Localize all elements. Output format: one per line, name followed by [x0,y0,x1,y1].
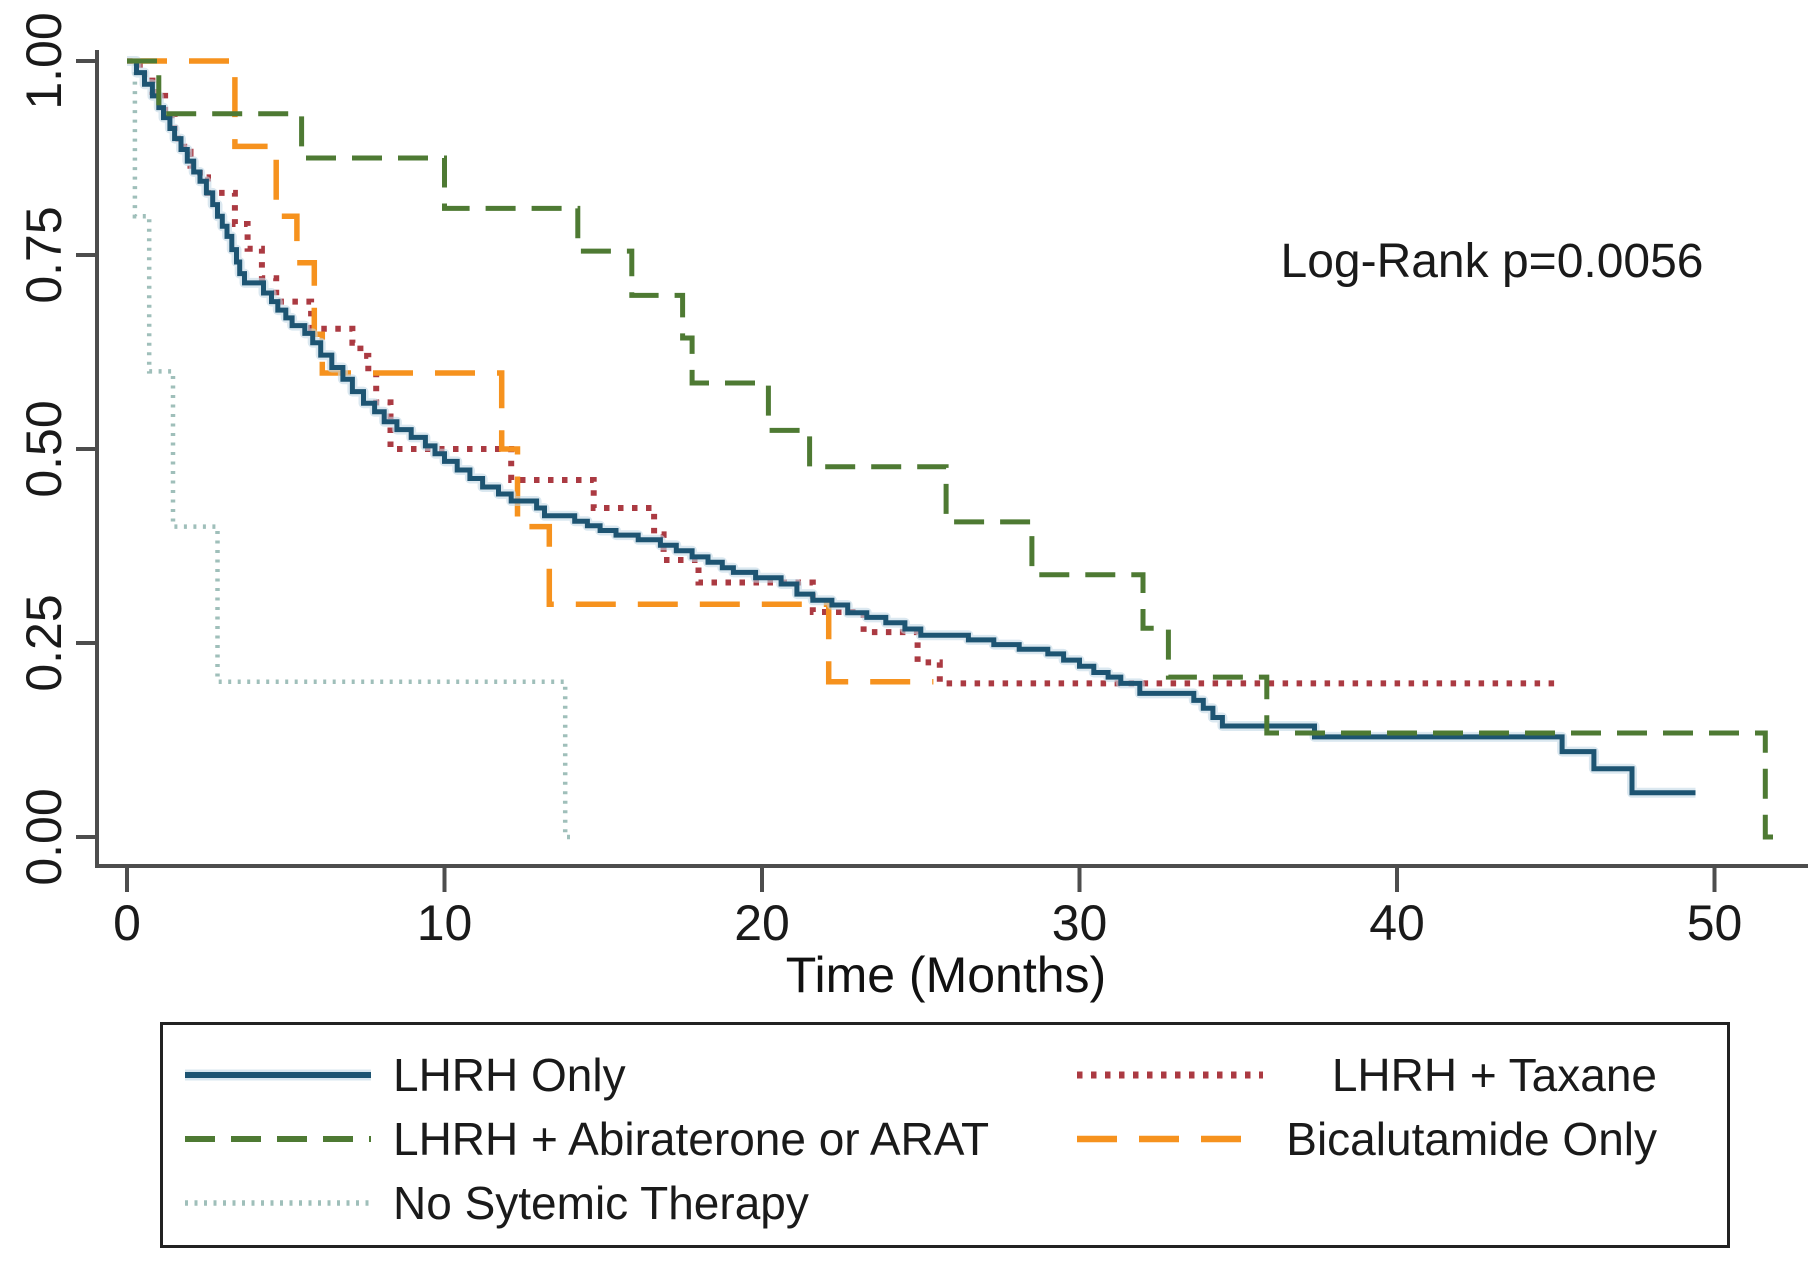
x-tick-label: 0 [113,895,141,951]
legend-item-lhrh-abiraterone-arat: LHRH + Abiraterone or ARAT [185,1107,989,1171]
axes: 0.00 0.25 0.50 0.75 1.00 0 10 20 30 40 50 [16,12,1808,951]
legend-item-lhrh-only: LHRH Only [185,1043,626,1107]
legend-row-3: No Sytemic Therapy [163,1171,1727,1235]
x-tick-label: 20 [734,895,790,951]
x-tick-label: 50 [1687,895,1743,951]
x-tick-label: 10 [417,895,473,951]
legend-label-lhrh-only: LHRH Only [393,1049,626,1101]
series-no-sytemic-therapy [127,58,574,840]
series-lhrh-abiraterone-or-arat [127,58,1775,840]
legend-row-1: LHRH Only LHRH + Taxane [163,1043,1727,1107]
legend-label-no-systemic-therapy: No Sytemic Therapy [393,1177,809,1229]
legend-label-lhrh-taxane: LHRH + Taxane [1331,1049,1657,1101]
legend-item-lhrh-taxane: LHRH + Taxane [1077,1043,1657,1107]
log-rank-pvalue-annotation: Log-Rank p=0.0056 [1280,235,1704,288]
legend-box: LHRH Only LHRH + Taxane LHRH + Abiratero… [160,1022,1730,1248]
x-tick-label: 40 [1369,895,1425,951]
legend-swatch-lhrh-abiraterone-arat [185,1136,371,1142]
series-lhrh-only [127,56,1696,798]
series-bicalutamide-only [127,58,934,685]
legend-swatch-bicalutamide-only [1077,1135,1263,1143]
x-tick-label: 30 [1052,895,1108,951]
legend-item-no-systemic-therapy: No Sytemic Therapy [185,1171,809,1235]
legend-item-bicalutamide-only: Bicalutamide Only [1077,1107,1657,1171]
y-tick-label: 0.75 [16,206,72,303]
y-tick-label: 0.25 [16,594,72,691]
legend-swatch-lhrh-taxane [1077,1071,1263,1079]
x-axis-title: Time (Months) [785,947,1107,1003]
legend-label-bicalutamide-only: Bicalutamide Only [1286,1113,1657,1165]
y-tick-label: 0.50 [16,400,72,497]
legend-row-2: LHRH + Abiraterone or ARAT Bicalutamide … [163,1107,1727,1171]
legend-label-lhrh-abiraterone-arat: LHRH + Abiraterone or ARAT [393,1113,990,1165]
y-tick-label: 0.00 [16,788,72,885]
legend-swatch-lhrh-only [185,1069,371,1081]
y-tick-label: 1.00 [16,12,72,109]
legend-swatch-no-systemic-therapy [185,1200,371,1206]
